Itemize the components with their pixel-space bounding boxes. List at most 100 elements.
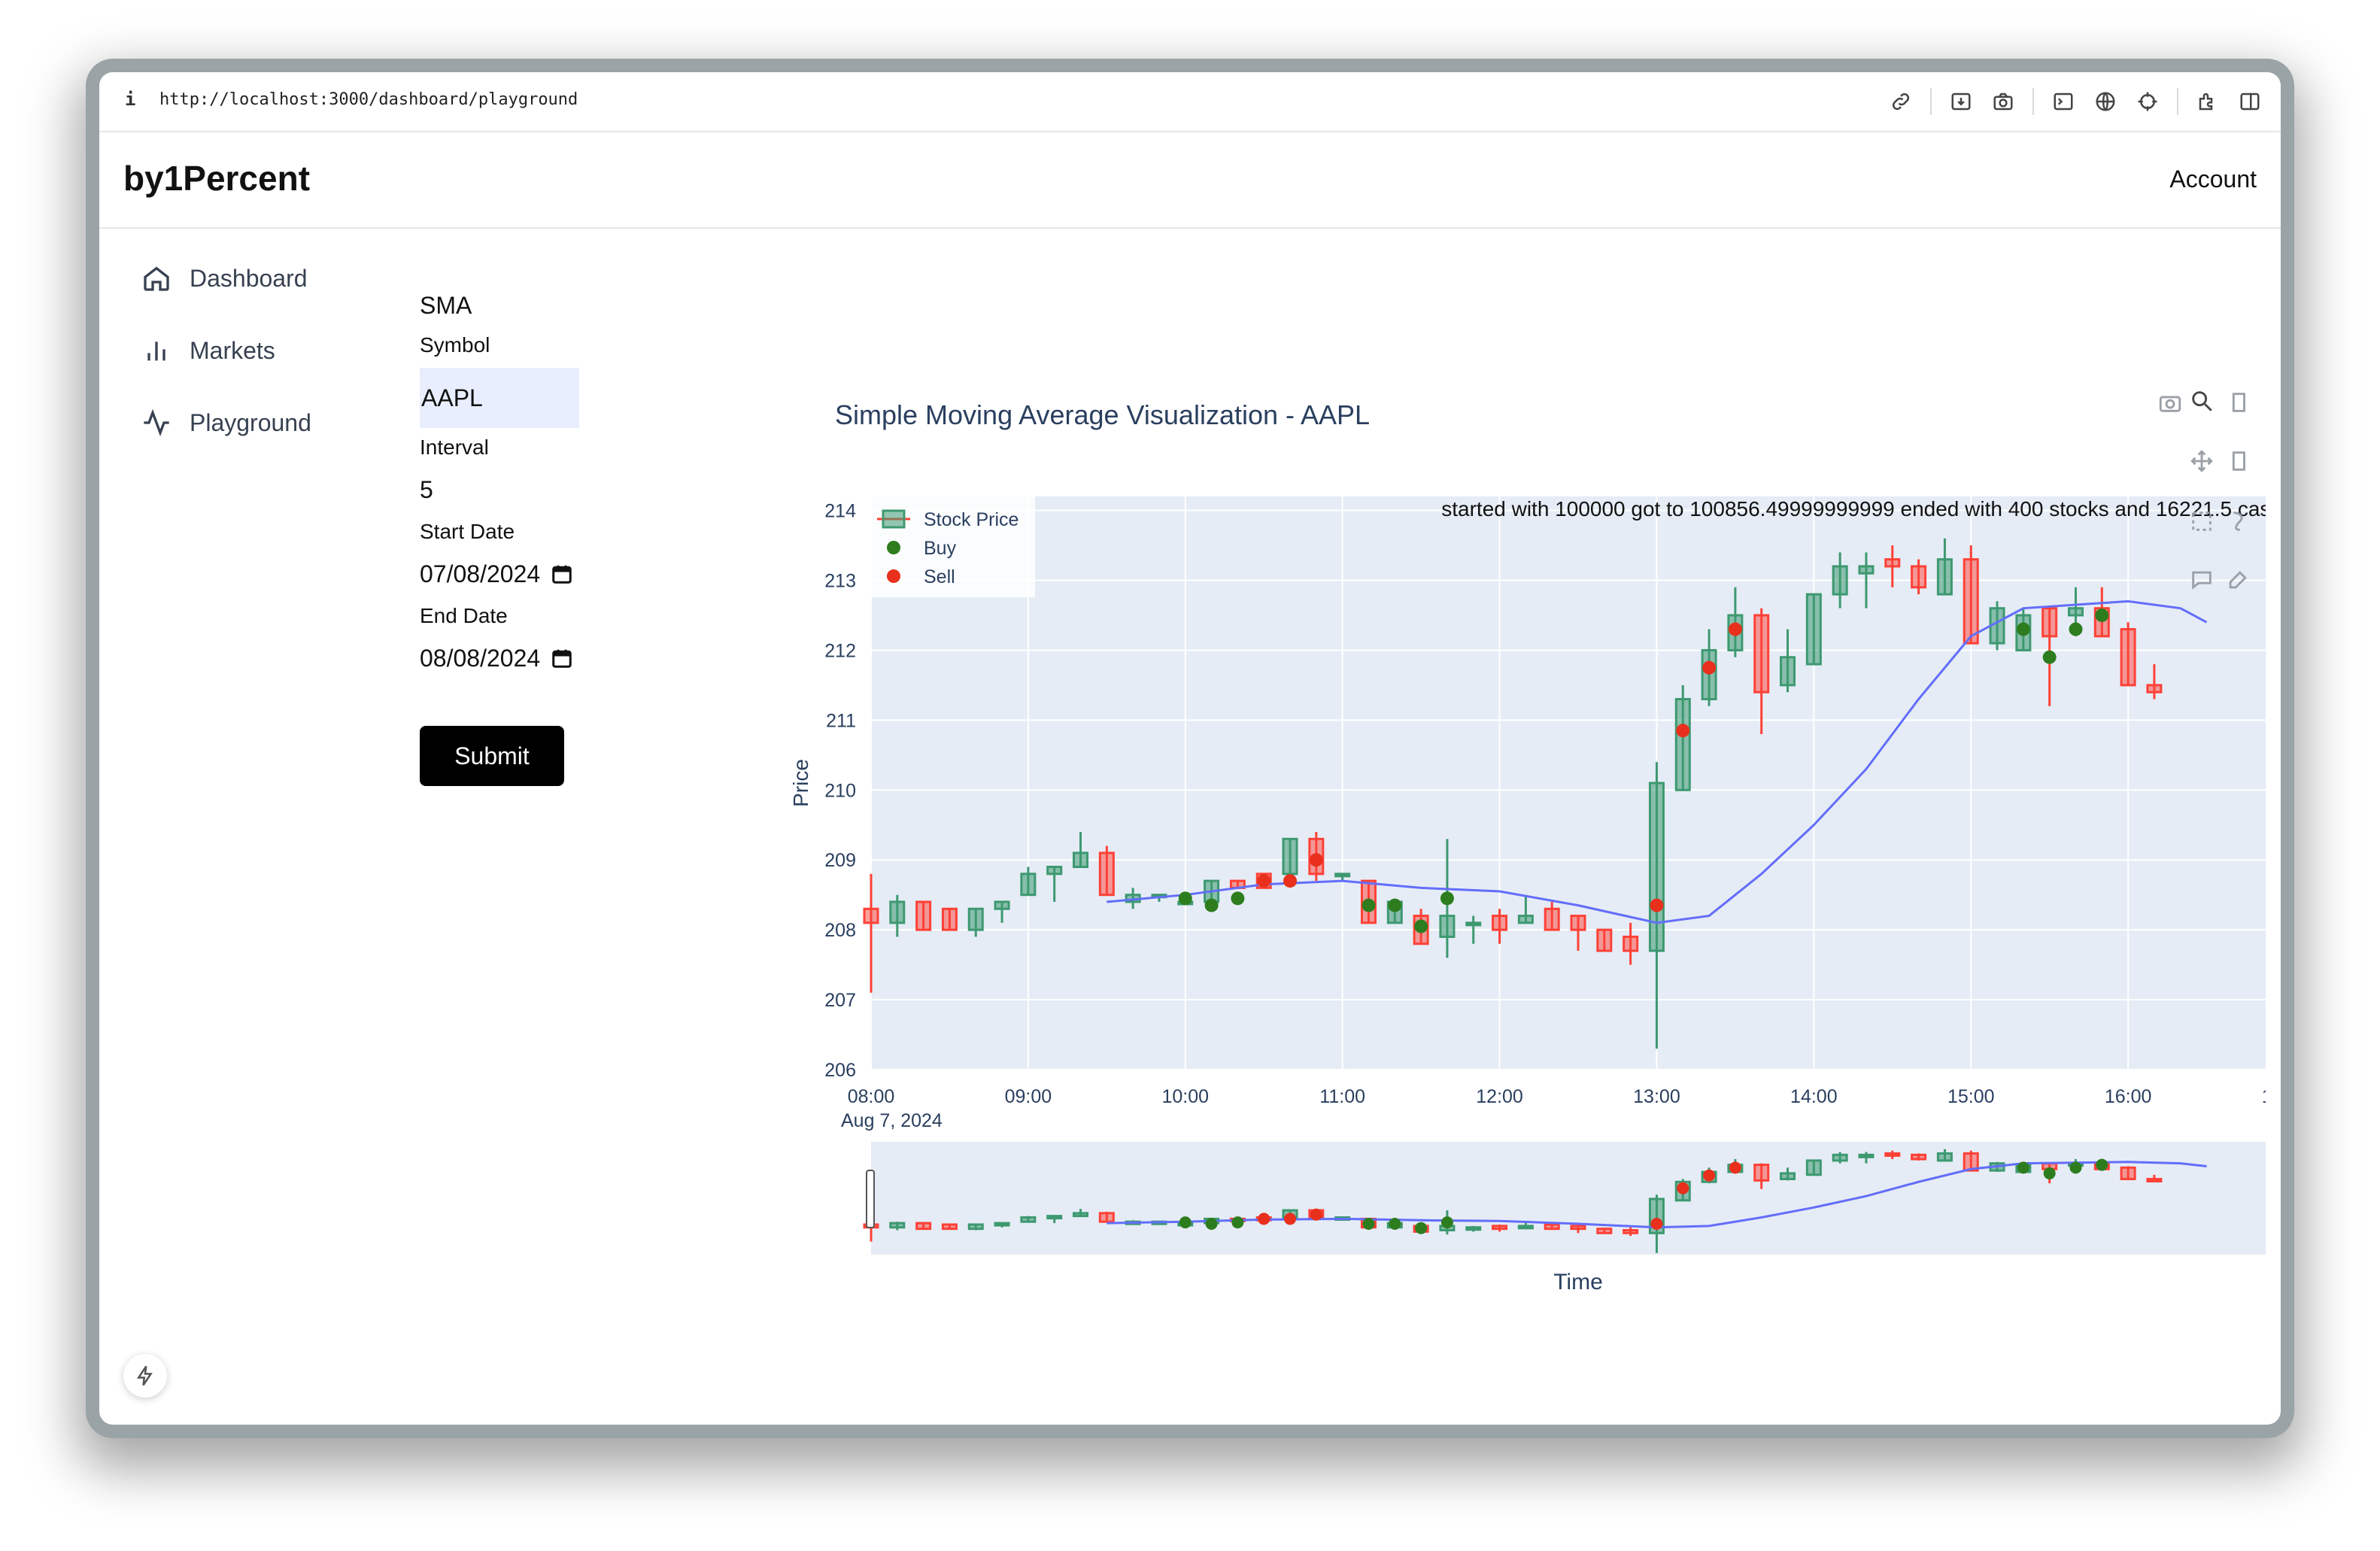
globe-icon[interactable]: [2090, 86, 2121, 117]
y-tick-label: 207: [824, 990, 856, 1011]
rangeslider-candle: [1884, 1152, 1901, 1157]
pan-edge-icon[interactable]: [2225, 390, 2251, 415]
legend-swatch-sell: [887, 569, 900, 583]
price-candle: [2067, 607, 2084, 617]
terminal-icon[interactable]: [2048, 86, 2079, 117]
sma-form: SMA Symbol AAPL Interval 5 Start Date 07…: [420, 292, 600, 786]
pen-icon[interactable]: [2225, 567, 2251, 593]
price-candle: [1805, 593, 1822, 666]
y-tick-label: 211: [826, 710, 856, 731]
pan-icon[interactable]: [2189, 448, 2215, 474]
extension-icon[interactable]: [2192, 86, 2224, 117]
price-candle: [1465, 921, 1482, 927]
sidebar-item-dashboard[interactable]: Dashboard: [141, 260, 311, 296]
link-icon[interactable]: [1885, 86, 1917, 117]
rangeslider-candle: [1753, 1164, 1770, 1182]
end-date-input[interactable]: 08/08/2024: [420, 628, 600, 688]
sell-marker: [1309, 853, 1323, 867]
sidebar-item-playground[interactable]: Playground: [141, 405, 311, 441]
price-candle: [2120, 628, 2136, 687]
activity-icon: [144, 408, 169, 437]
price-candle: [1648, 782, 1665, 952]
symbol-label: Symbol: [420, 333, 490, 357]
sell-marker: [1257, 874, 1271, 888]
buy-marker: [1414, 919, 1428, 933]
end-date-label: End Date: [420, 604, 508, 627]
buy-marker: [1362, 898, 1376, 912]
x-tick-label: 11:00: [1319, 1086, 1365, 1107]
bar-chart-icon: [147, 341, 165, 361]
camera-icon[interactable]: [2157, 390, 2183, 415]
box-select-icon[interactable]: [2189, 508, 2215, 534]
toolbar-divider: [2177, 88, 2178, 115]
rangeslider-candle: [1805, 1159, 1822, 1176]
calendar-icon[interactable]: [551, 647, 573, 669]
rangeslider-candle: [1517, 1225, 1534, 1230]
sell-marker: [1676, 724, 1690, 738]
rangeslider-sell-marker: [1258, 1213, 1270, 1225]
form-title: SMA: [420, 292, 472, 319]
price-candle: [1492, 915, 1508, 931]
legend-label: Stock Price: [924, 509, 1018, 530]
rangeslider-candle: [915, 1222, 932, 1231]
zoom-icon[interactable]: [2189, 388, 2215, 414]
rangeslider-sell-marker: [1284, 1213, 1297, 1225]
download-icon[interactable]: [1945, 86, 1977, 117]
start-date-input[interactable]: 07/08/2024: [420, 544, 600, 604]
price-candle: [967, 907, 984, 931]
x-tick-label: 16:00: [2105, 1086, 2152, 1107]
symbol-input[interactable]: AAPL: [420, 368, 579, 428]
rangeslider-candle: [1911, 1153, 1927, 1161]
interval-label: Interval: [420, 436, 489, 459]
buy-marker: [1388, 898, 1402, 912]
box-select-edge-icon[interactable]: [2225, 448, 2251, 474]
price-candle: [1046, 866, 1063, 876]
y-axis-title: Price: [789, 759, 812, 807]
buy-marker: [2095, 608, 2109, 622]
address-bar[interactable]: i http://localhost:3000/dashboard/playgr…: [99, 72, 2281, 132]
toolbar-divider: [2032, 88, 2034, 115]
account-link[interactable]: Account: [2169, 165, 2257, 193]
rangeslider-candle: [1780, 1172, 1796, 1180]
x-tick-label: 10:00: [1161, 1086, 1209, 1107]
info-icon[interactable]: i: [125, 89, 136, 110]
browser-toolbar: [1875, 86, 2266, 117]
rangeslider-candle: [1963, 1152, 1979, 1172]
dev-tools-button[interactable]: [123, 1354, 167, 1398]
rangeslider-handle-left[interactable]: [866, 1170, 875, 1228]
price-candle: [1963, 558, 1979, 645]
price-candle: [1911, 565, 1927, 589]
sell-marker: [1283, 874, 1298, 888]
sidebar-item-label: Dashboard: [190, 264, 308, 292]
brand-logo[interactable]: by1Percent: [123, 159, 311, 198]
camera-icon[interactable]: [1987, 86, 2019, 117]
start-date-label: Start Date: [420, 520, 515, 543]
sidebar-item-markets[interactable]: Markets: [141, 332, 311, 369]
sidebar-icon[interactable]: [2234, 86, 2266, 117]
buy-marker: [1440, 891, 1454, 906]
price-candle: [1596, 928, 1613, 952]
price-candle: [2146, 684, 2163, 694]
price-candle: [941, 907, 958, 931]
interval-input[interactable]: 5: [420, 475, 433, 503]
rangeslider-candle: [1020, 1216, 1037, 1223]
sidebar: Dashboard Markets Playground: [141, 260, 311, 477]
lasso-icon[interactable]: [2225, 508, 2251, 534]
calendar-icon[interactable]: [551, 563, 573, 585]
price-candle: [1020, 873, 1037, 897]
chart-title: Simple Moving Average Visualization - AA…: [835, 399, 1370, 430]
comment-icon[interactable]: [2189, 567, 2215, 593]
url-text[interactable]: http://localhost:3000/dashboard/playgrou…: [159, 90, 578, 109]
strategy-result-annotation: started with 100000 got to 100856.499999…: [1441, 497, 2266, 521]
price-candle: [1098, 851, 1115, 897]
submit-button[interactable]: Submit: [420, 726, 564, 786]
bolt-icon: [136, 1365, 153, 1386]
x-tick-label: 12:00: [1476, 1086, 1523, 1107]
rangeslider-candle: [1858, 1153, 1875, 1158]
x-tick-label: 08:00: [848, 1086, 895, 1107]
price-candle: [889, 900, 906, 924]
rangeslider-buy-marker: [2017, 1161, 2029, 1174]
crosshair-icon[interactable]: [2132, 86, 2163, 117]
rangeslider-candle: [2120, 1166, 2136, 1180]
sell-marker: [1650, 898, 1664, 912]
